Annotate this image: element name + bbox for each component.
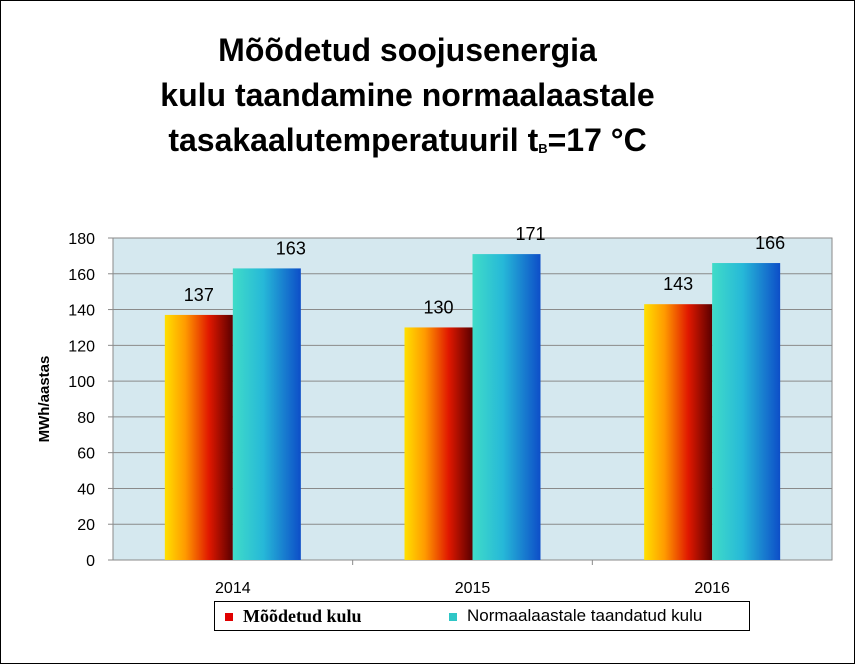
bar-measured-2015 bbox=[404, 327, 473, 560]
data-label-measured-2016: 143 bbox=[663, 274, 693, 294]
data-label-normalized-2014: 163 bbox=[276, 238, 306, 258]
data-label-normalized-2015: 171 bbox=[515, 224, 545, 244]
y-tick-label: 20 bbox=[77, 517, 95, 534]
title-line-3-main: tasakaalutemperatuuril t bbox=[168, 122, 539, 158]
y-tick-label: 120 bbox=[68, 338, 95, 355]
chart-title: Mõõdetud soojusenergia kulu taandamine n… bbox=[0, 28, 815, 171]
y-tick-label: 140 bbox=[68, 303, 95, 320]
y-axis-label: MWh/aastas bbox=[36, 356, 53, 443]
bar-normalized-2014 bbox=[232, 268, 301, 560]
legend-swatch-measured bbox=[225, 613, 233, 621]
y-tick-label: 180 bbox=[68, 231, 95, 248]
y-tick-label: 40 bbox=[77, 481, 95, 498]
legend-swatch-normalized bbox=[449, 613, 457, 621]
data-label-measured-2015: 130 bbox=[423, 297, 453, 317]
x-tick-label: 2014 bbox=[215, 580, 251, 597]
y-tick-label: 100 bbox=[68, 374, 95, 391]
x-tick-label: 2015 bbox=[455, 580, 491, 597]
legend-label-normalized: Normaalaastale taandatud kulu bbox=[467, 606, 703, 625]
y-tick-label: 160 bbox=[68, 267, 95, 284]
y-tick-label: 0 bbox=[86, 553, 95, 570]
title-line-3-tail: =17 °C bbox=[547, 122, 647, 158]
data-label-normalized-2016: 166 bbox=[755, 233, 785, 253]
title-line-2: kulu taandamine normaalaastale bbox=[160, 77, 655, 113]
y-tick-label: 60 bbox=[77, 446, 95, 463]
bar-measured-2014 bbox=[164, 314, 233, 560]
legend-label-measured: Mõõdetud kulu bbox=[243, 606, 362, 626]
title-line-3: tasakaalutemperatuuril tB=17 °C bbox=[0, 118, 815, 171]
y-tick-label: 80 bbox=[77, 410, 95, 427]
title-subscript: B bbox=[538, 141, 548, 156]
legend: Mõõdetud kulu Normaalaastale taandatud k… bbox=[214, 601, 750, 631]
x-tick-label: 2016 bbox=[694, 580, 730, 597]
title-line-1: Mõõdetud soojusenergia bbox=[218, 32, 597, 68]
bar-measured-2016 bbox=[644, 304, 713, 560]
bar-normalized-2015 bbox=[472, 254, 541, 560]
bar-normalized-2016 bbox=[712, 263, 781, 560]
data-label-measured-2014: 137 bbox=[184, 285, 214, 305]
